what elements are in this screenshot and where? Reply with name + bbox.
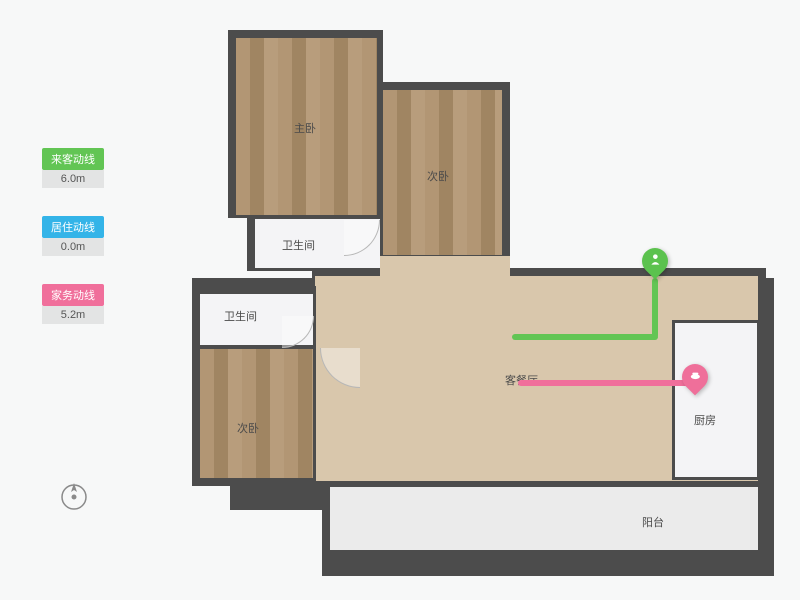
legend-value-living: 0.0m [42, 238, 104, 256]
legend-item-house: 家务动线 5.2m [42, 284, 104, 324]
label-bathroom-mid: 卫生间 [224, 308, 257, 324]
label-bathroom-top: 卫生间 [282, 237, 315, 253]
room-kitchen [672, 320, 762, 480]
legend-label-guest: 来客动线 [42, 148, 104, 170]
mask-bottom-left2 [230, 486, 322, 510]
label-master-bedroom: 主卧 [294, 120, 316, 136]
legend-item-guest: 来客动线 6.0m [42, 148, 104, 188]
legend-value-guest: 6.0m [42, 170, 104, 188]
path-guest-h [512, 334, 658, 340]
label-balcony: 阳台 [642, 514, 664, 530]
compass-icon [57, 480, 91, 514]
path-guest-v [652, 278, 658, 338]
label-kitchen: 厨房 [694, 412, 716, 428]
legend-label-house: 家务动线 [42, 284, 104, 306]
mask-left-strip [182, 278, 192, 576]
legend-item-living: 居住动线 0.0m [42, 216, 104, 256]
label-second-bedroom-left: 次卧 [237, 420, 259, 436]
legend: 来客动线 6.0m 居住动线 0.0m 家务动线 5.2m [42, 148, 104, 324]
marker-entrance [642, 248, 668, 282]
legend-value-house: 5.2m [42, 306, 104, 324]
label-second-bedroom-top: 次卧 [427, 168, 449, 184]
floorplan: 主卧 次卧 卫生间 客餐厅 卫生间 次卧 厨房 阳台 [182, 20, 774, 576]
marker-kitchen [682, 364, 708, 398]
cook-icon [689, 369, 702, 385]
path-house-h [518, 380, 698, 386]
room-balcony [322, 484, 766, 558]
room-second-bedroom-left [192, 346, 316, 486]
legend-label-living: 居住动线 [42, 216, 104, 238]
corridor [380, 256, 510, 278]
person-icon [649, 253, 662, 269]
